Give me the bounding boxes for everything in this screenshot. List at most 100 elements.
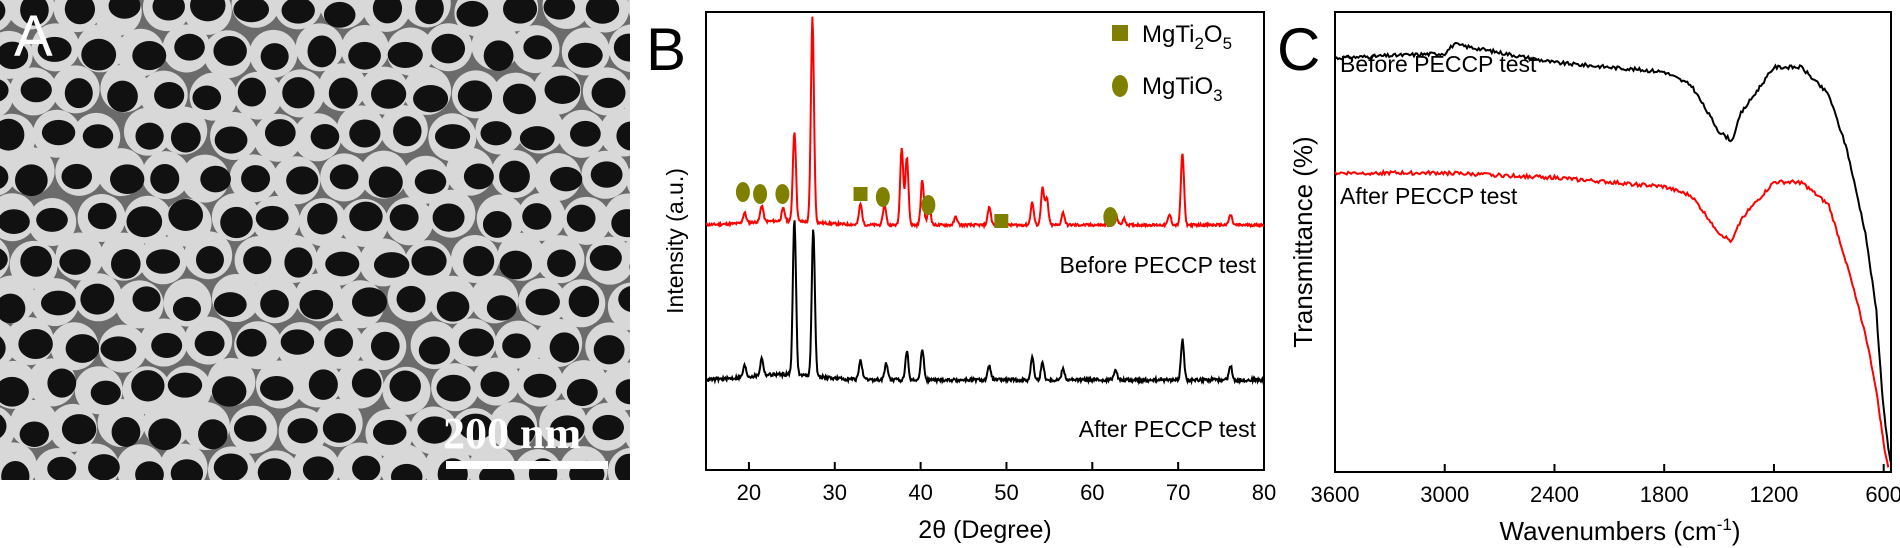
ftir-series-line-1 [1334,168,1890,468]
pore [618,286,630,312]
pore [373,252,410,278]
mgtio3-peak-marker [875,187,890,207]
pore [544,75,581,104]
pore [302,456,334,480]
ftir-tick-label: 1800 [1640,482,1689,507]
pore [393,116,422,147]
pore [281,0,315,24]
xrd-tick-label: 30 [823,480,847,505]
pore [387,41,423,68]
pore [434,124,471,149]
pore [154,81,185,109]
pore [233,415,267,442]
pore [168,199,204,232]
ftir-tick-label: 1200 [1749,482,1798,507]
pore [260,43,289,71]
pore [480,121,512,146]
pore [589,244,622,271]
ftir-plot-frame [1334,11,1892,473]
pore [107,80,138,113]
pore [80,283,115,315]
pore [64,0,96,25]
sem-image-panel: A 200 nm [0,0,630,480]
pore [135,461,164,480]
pore [590,161,623,188]
panel-letter-b: B [646,16,686,83]
pore [352,455,381,480]
pore [308,369,338,400]
pore [525,288,560,316]
pore [282,77,315,109]
ftir-x-axis-label: Wavenumbers (cm-1) [1500,515,1741,546]
pore [190,0,226,22]
scale-bar [446,461,608,469]
ftir-x-label-sup: -1 [1717,515,1732,534]
pore [37,36,72,62]
ftir-tick-label: 3600 [1311,482,1360,507]
pore [502,333,531,359]
pore-wall [627,0,630,17]
xrd-tick-label: 20 [737,480,761,505]
pore [390,463,423,480]
pore [615,379,630,405]
mgti2o5-peak-marker [994,214,1009,228]
mgtio3-peak-marker [921,195,936,215]
pore [592,414,625,441]
pore [519,126,555,151]
mgtio3-peak-marker [775,184,790,204]
legend-entry-mgtio3: MgTiO3 [1142,73,1223,105]
pore [370,79,407,109]
pore [349,201,383,232]
pore [523,35,553,60]
pore-wall [626,167,630,193]
pore [0,293,26,324]
pore [349,119,381,148]
xrd-series-label-before: Before PECCP test [1060,252,1257,278]
ftir-tick-label: 600 [1865,482,1900,507]
mgtio3-peak-marker [735,182,750,202]
pore [87,202,117,230]
pore [549,166,583,192]
pore-wall [621,238,630,275]
pore [348,41,381,70]
pore-grid [0,0,630,480]
xrd-plot-frame [705,11,1265,471]
pore [257,458,292,480]
pore [0,41,29,70]
pore [415,0,444,25]
pore [329,164,359,190]
pore [502,83,536,115]
sem-nanopore-image [0,0,630,480]
pore [310,124,340,150]
pore [167,372,203,398]
pore [198,419,228,450]
pore [260,289,289,318]
pore [88,454,120,480]
ftir-series-label-after: After PECCP test [1340,183,1518,209]
pore [417,416,452,444]
pore [543,0,576,20]
pore [260,375,294,401]
ftir-y-axis-label: Transmittance (%) [1288,136,1318,347]
mgti2o5-peak-marker [853,187,868,201]
pore [307,35,337,68]
pore [328,77,358,109]
pore [213,35,247,66]
pore [151,332,183,359]
pore [499,250,532,280]
pore [611,209,630,238]
pore [593,335,625,365]
pore [170,459,204,480]
pore [506,415,536,446]
xrd-phase-markers [735,182,1118,228]
legend-mgti2o5-main: MgTi [1142,21,1194,48]
scale-bar-label: 200 nm [443,409,582,458]
pore [325,251,360,277]
pore [568,285,600,318]
legend-ellipse-marker [1112,75,1128,97]
ftir-series [1334,41,1892,468]
pore [59,249,91,275]
pore [569,120,601,147]
pore [110,249,141,279]
